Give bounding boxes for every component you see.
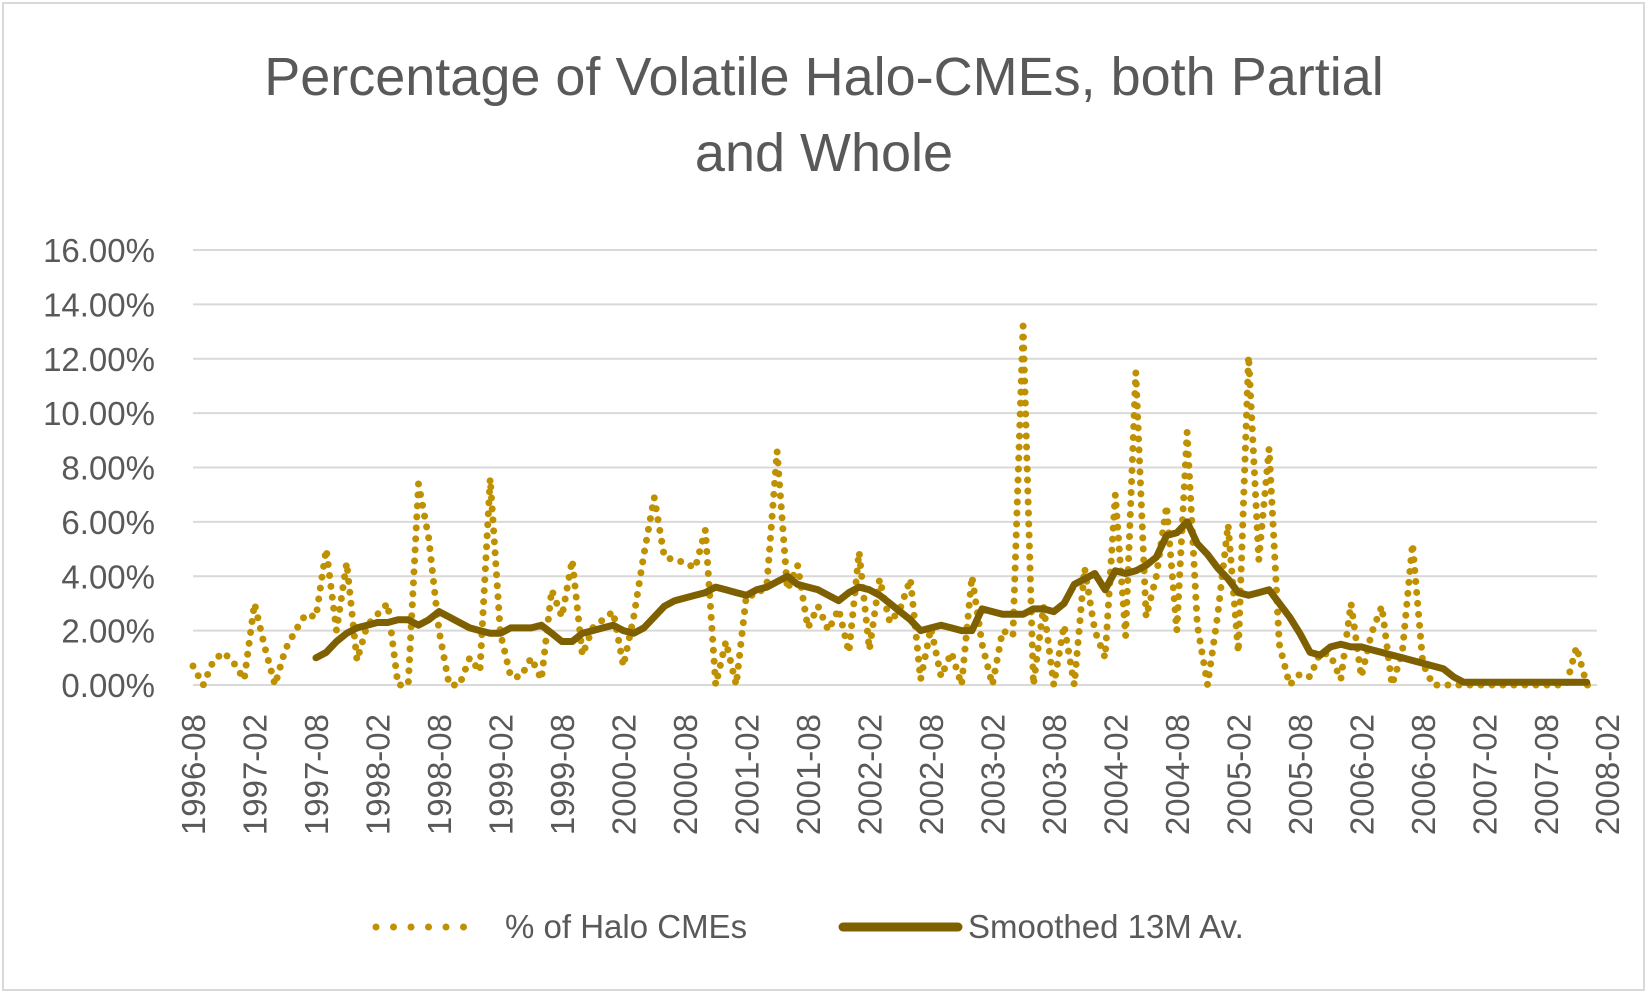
x-tick-label: 2002-08: [913, 714, 950, 835]
x-tick-label: 1999-02: [482, 714, 519, 835]
x-tick-label: 1998-02: [359, 714, 396, 835]
gridlines: [193, 249, 1597, 686]
y-axis-ticks: 0.00% 2.00% 4.00% 6.00% 8.00% 10.00% 12.00% 14.…: [43, 232, 155, 704]
x-tick-label: 2007-08: [1528, 714, 1565, 835]
x-tick-label: 1999-08: [544, 714, 581, 835]
y-tick-label: 16.00%: [43, 232, 155, 269]
chart-title-line-2: and Whole: [695, 123, 953, 183]
smoothed-series-line: [312, 518, 1591, 686]
legend-raw-dot: [407, 923, 415, 931]
x-tick-label: 2005-08: [1282, 714, 1319, 835]
x-tick-label: 2000-02: [605, 714, 642, 835]
legend-smoothed-label: Smoothed 13M Av.: [968, 908, 1244, 945]
legend-raw-dot: [425, 923, 432, 931]
legend-raw-dot: [390, 923, 397, 931]
y-tick-label: 10.00%: [43, 395, 155, 432]
x-tick-label: 1997-08: [298, 714, 335, 835]
x-tick-label: 2003-02: [974, 714, 1011, 835]
x-tick-label: 2004-08: [1159, 714, 1196, 835]
raw-series: [189, 325, 1601, 698]
x-tick-label: 2006-02: [1343, 714, 1380, 835]
legend: % of Halo CMEs Smoothed 13M Av.: [372, 908, 1244, 945]
x-tick-label: 2008-02: [1589, 714, 1626, 835]
y-tick-label: 4.00%: [61, 558, 155, 595]
legend-raw-marker: [372, 923, 467, 931]
y-tick-label: 6.00%: [61, 504, 155, 541]
legend-raw-label: % of Halo CMEs: [505, 908, 747, 945]
x-tick-label: 2007-02: [1466, 714, 1503, 835]
legend-raw-dot: [372, 923, 380, 931]
y-tick-label: 0.00%: [61, 667, 155, 704]
x-tick-label: 2000-08: [667, 714, 704, 835]
x-tick-label: 1996-08: [175, 714, 212, 835]
x-tick-label: 2006-08: [1405, 714, 1442, 835]
x-axis-ticks: 1996-08 1997-02 1997-08 1998-02 1998-08 1999-…: [175, 714, 1626, 835]
y-tick-label: 2.00%: [61, 613, 155, 650]
y-tick-label: 12.00%: [43, 341, 155, 378]
raw-series-line: [189, 325, 1601, 698]
x-tick-label: 2004-02: [1097, 714, 1134, 835]
x-tick-label: 2002-02: [851, 714, 888, 835]
legend-raw-dot: [460, 923, 467, 931]
x-tick-label: 1997-02: [236, 714, 273, 835]
chart-title-line-1: Percentage of Volatile Halo-CMEs, both P…: [264, 47, 1384, 107]
x-tick-label: 1998-08: [421, 714, 458, 835]
y-tick-label: 8.00%: [61, 450, 155, 487]
smoothed-series: [312, 518, 1591, 686]
y-tick-label: 14.00%: [43, 286, 155, 323]
x-tick-label: 2001-02: [728, 714, 765, 835]
x-tick-label: 2005-02: [1220, 714, 1257, 835]
legend-raw-dot: [442, 923, 450, 931]
x-tick-label: 2003-08: [1036, 714, 1073, 835]
x-tick-label: 2001-08: [790, 714, 827, 835]
